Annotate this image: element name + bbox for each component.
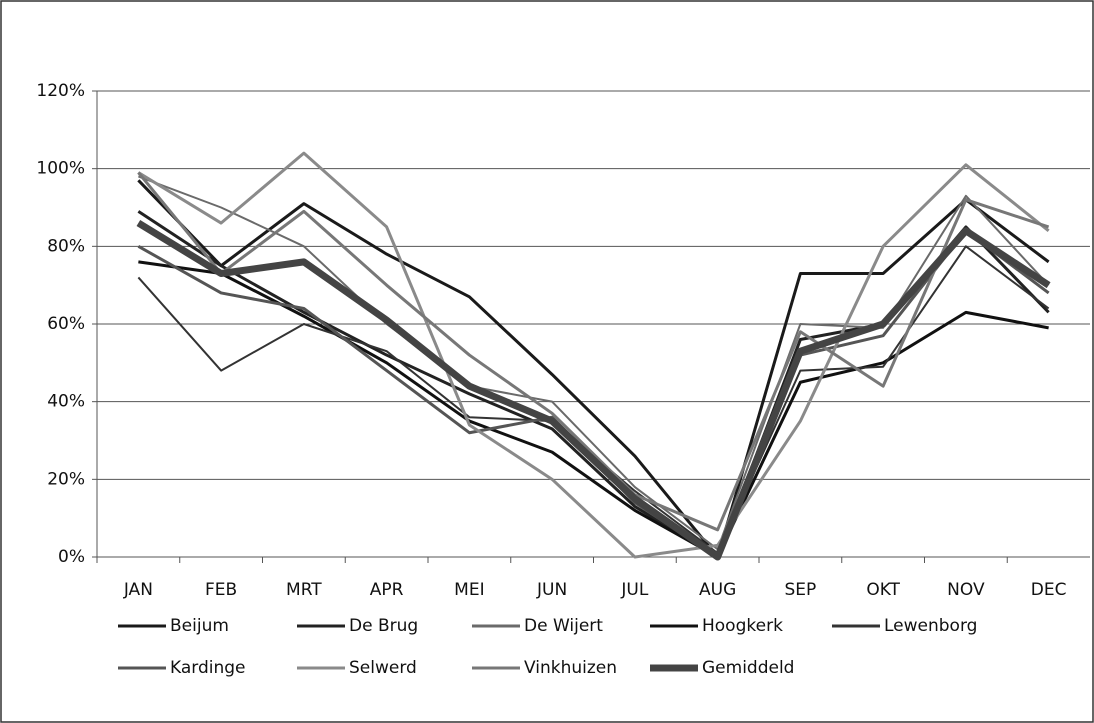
x-tick-label: MEI: [454, 580, 484, 600]
x-tick-label: FEB: [205, 580, 237, 600]
x-tick-label: OKT: [866, 580, 900, 600]
legend-label: De Wijert: [524, 616, 603, 636]
x-tick-label: JUL: [620, 580, 648, 600]
x-tick-label: JUN: [536, 580, 567, 600]
x-tick-label: APR: [370, 580, 404, 600]
y-tick-label: 60%: [47, 314, 85, 334]
line-series: [137, 151, 1050, 559]
x-tick-label: SEP: [784, 580, 816, 600]
x-tick-label: DEC: [1031, 580, 1067, 600]
legend-label: Beijum: [170, 616, 229, 636]
line-series: [137, 179, 1050, 559]
legend-label: De Brug: [349, 616, 418, 636]
x-tick-label: AUG: [699, 580, 736, 600]
legend-label: Selwerd: [349, 658, 417, 678]
x-tick-label: MRT: [286, 580, 322, 600]
x-tick-label: NOV: [947, 580, 985, 600]
legend-label: Vinkhuizen: [524, 658, 617, 678]
legend-label: Lewenborg: [884, 616, 977, 636]
line-series: [136, 220, 1051, 561]
y-tick-label: 40%: [47, 392, 85, 412]
x-tick-label: JAN: [123, 580, 153, 600]
y-tick-label: 120%: [36, 81, 85, 101]
legend-label: Kardinge: [170, 658, 246, 678]
y-tick-label: 80%: [47, 236, 85, 256]
y-tick-label: 20%: [47, 469, 85, 489]
y-tick-label: 100%: [36, 159, 85, 179]
legend-label: Hoogkerk: [702, 616, 783, 636]
legend-label: Gemiddeld: [702, 658, 794, 678]
line-series: [137, 171, 1050, 532]
y-tick-label: 0%: [58, 547, 85, 567]
